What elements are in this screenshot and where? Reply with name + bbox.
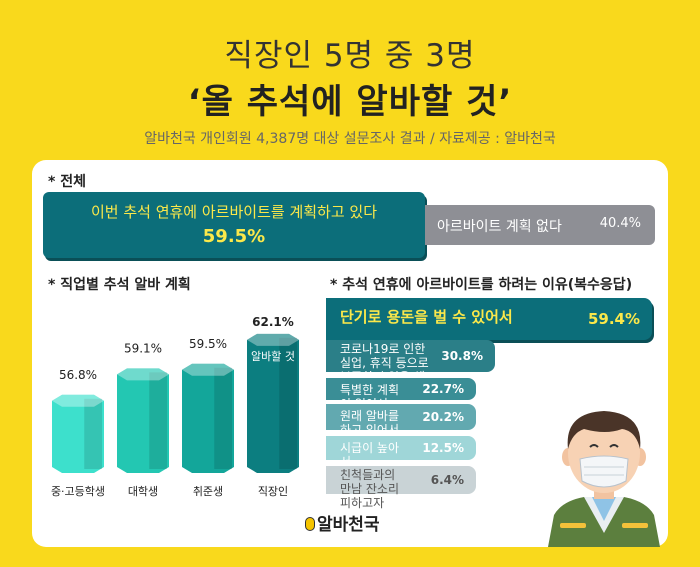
subtitle: 알바천국 개인회원 4,387명 대상 설문조사 결과 / 자료제공 : 알바천…: [144, 131, 556, 147]
title-line2: ‘올 추석에 알바할 것’: [187, 82, 513, 122]
section-overall-label: * 전체: [48, 174, 86, 190]
overall-no-bar: 아르바이트 계획 없다 40.4%: [425, 205, 655, 245]
job-category-label-3: 직장인: [258, 485, 288, 498]
reason-label-4: 시급이 높아서: [340, 441, 400, 469]
brand-logo-text: 알바천국: [317, 515, 380, 535]
reason-bar-1: 코로나19로 인한 실업, 휴직 등으로 부족한 수입을 채우기 위해30.8%: [326, 340, 495, 398]
job-value-label-2: 59.5%: [189, 337, 227, 351]
overall-no-label: 아르바이트 계획 없다: [437, 219, 562, 235]
job-bar-2: [182, 363, 234, 473]
reason-bar-3: 원래 알바를 하고 있어서 20.2%: [326, 404, 476, 437]
reason-value-3: 20.2%: [422, 410, 464, 424]
reason-label-5: 친척들과의 만남 잔소리 피하고자: [340, 468, 400, 510]
job-bar-chart: 56.8% 중·고등학생 59.1% 대학생 59.5% 취준생 62.1% 직장인 알바할 것: [51, 315, 299, 498]
job-value-label-3: 62.1%: [252, 315, 294, 329]
reason-value-0: 59.4%: [587, 310, 640, 328]
job-highlight-label: 알바할 것: [251, 349, 295, 363]
job-bar-1: [117, 368, 169, 473]
overall-yes-label: 이번 추석 연휴에 아르바이트를 계획하고 있다: [90, 203, 378, 221]
reason-value-4: 12.5%: [422, 441, 464, 455]
reason-value-1: 30.8%: [441, 349, 483, 363]
reason-label-0: 단기로 용돈을 벌 수 있어서: [340, 308, 513, 326]
reason-bar-2: 특별한 계획이 없어서22.7%: [326, 378, 476, 411]
bee-icon: [305, 517, 315, 531]
section-reasons-label: * 추석 연휴에 아르바이트를 하려는 이유(복수응답): [330, 277, 633, 293]
overall-yes-bar: 이번 추석 연휴에 아르바이트를 계획하고 있다 59.5%: [43, 192, 425, 258]
reason-bar-4: 시급이 높아서 12.5%: [326, 436, 476, 469]
job-bar-0: [52, 394, 104, 473]
reason-bar-0: 단기로 용돈을 벌 수 있어서 59.4%: [326, 298, 652, 340]
job-value-label-0: 56.8%: [59, 368, 97, 382]
overall-yes-value: 59.5%: [202, 226, 266, 247]
reason-value-5: 6.4%: [430, 473, 464, 487]
reason-value-2: 22.7%: [422, 382, 464, 396]
reason-bar-5: 친척들과의 만남 잔소리 피하고자 6.4%: [326, 466, 476, 510]
overall-no-value: 40.4%: [599, 216, 641, 231]
brand-logo: 알바천국: [305, 510, 380, 535]
job-bar-3: [247, 333, 299, 473]
section-job-label: * 직업별 추석 알바 계획: [48, 277, 191, 293]
job-value-label-1: 59.1%: [124, 341, 162, 355]
job-category-label-2: 취준생: [193, 485, 223, 498]
job-category-label-0: 중·고등학생: [51, 485, 105, 498]
worker-illustration: [548, 411, 660, 547]
title-line1: 직장인 5명 중 3명: [224, 38, 476, 74]
job-category-label-1: 대학생: [128, 485, 158, 498]
reason-label-3: 원래 알바를 하고 있어서: [340, 409, 400, 437]
